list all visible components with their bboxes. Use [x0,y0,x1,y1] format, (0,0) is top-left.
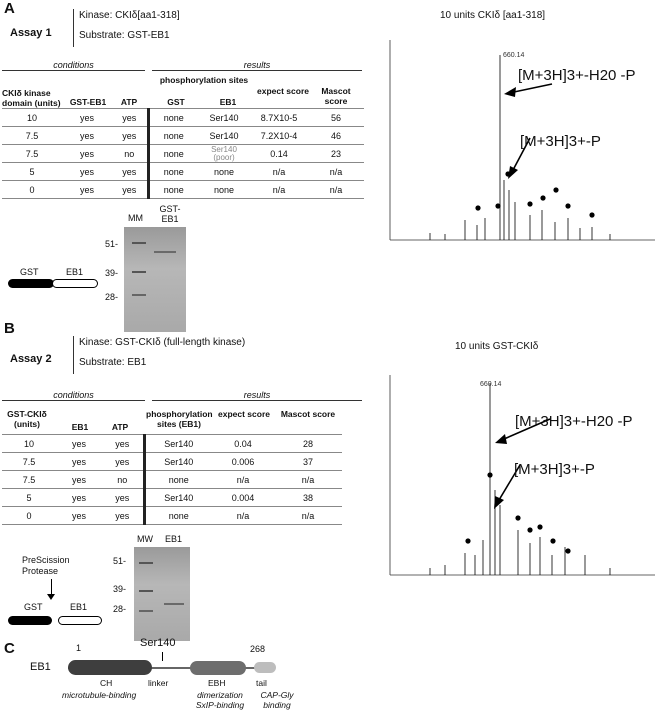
table-row: 10 yes yes Ser140 0.04 28 [2,434,342,453]
gel-a-image [124,227,186,332]
spectrum-a-peak-label: 660.14 [503,52,525,59]
panel-c-linker-label: linker [148,678,169,688]
table-row: 0 yes yes none n/a n/a [2,506,342,525]
spectrum-b-plot [389,375,655,576]
table-a-gsteb1-header: GST-EB1 [69,97,107,107]
gel-b-marker-39: 39- [113,584,127,594]
panel-c-tail-domain [254,662,276,673]
panel-c-end: 268 [250,644,266,654]
construct-b-gst-bar [8,616,52,625]
table-a-atp-header: ATP [120,97,138,107]
table-row: 7.5 yes no none n/a n/a [2,470,342,489]
table-row: 5 yes yes none none n/a n/a [2,162,364,181]
panel-c-protein-label: EB1 [30,661,51,673]
gel-a-lane-label: GST-EB1 [159,204,181,224]
table-row: 7.5 yes no none Ser140 (poor) 0.14 23 [2,144,364,163]
spectrum-a-title: 10 units CKIδ [aa1-318] [440,10,546,21]
assay2-substrate: Substrate: EB1 [79,357,147,368]
construct-b-eb1-label: EB1 [70,602,88,612]
table-a-mascot-header: Mascot score [321,86,351,106]
construct-b-arrow-head [47,594,55,600]
panel-a-letter: A [4,0,15,17]
table-a-gst-header: GST [167,97,185,107]
construct-b-protease-label: PreScission Protease [22,555,70,576]
table-b-atp-header: ATP [111,422,129,432]
table-row: 0 yes yes none none n/a n/a [2,180,364,199]
construct-b-eb1-bar [58,616,102,625]
assay1-label: Assay 1 [10,27,52,39]
gel-b-mw-label: MW [137,534,153,544]
table-a-kinase-header: CKIδ kinase domain (units) [2,88,61,108]
spectrum-b-annotation-2: [M+3H]3+-P [514,461,595,478]
assay2-kinase: Kinase: GST-CKIδ (full-length kinase) [79,337,246,348]
assay2-label: Assay 2 [10,353,52,365]
gel-b-marker-28: 28- [113,604,127,614]
table-row: 7.5 yes yes none Ser140 7.2X10-4 46 [2,126,364,145]
panel-c-ch-domain [68,660,152,675]
table-b-kinase-header: GST-CKIδ (units) [7,409,47,429]
panel-c-tail-label: tail [256,678,267,688]
spectrum-b-peak-label: 660.14 [480,381,502,388]
panel-b-letter: B [4,320,15,337]
construct-b-arrow-line [51,579,52,596]
table-b-phospho-header: phosphorylation sites (EB1) [146,409,213,429]
construct-a-gst-label: GST [20,267,39,277]
assay1-substrate: Substrate: GST-EB1 [79,30,170,41]
panel-c-site: Ser140 [140,637,176,649]
table-a-expect-header: expect score [257,86,309,96]
assay2-bracket [73,336,74,374]
gel-a-mm-label: MM [128,213,143,223]
table-row: 7.5 yes yes Ser140 0.006 37 [2,452,342,471]
table-b: 10 yes yes Ser140 0.04 28 7.5 yes yes Ser140 0.… [2,434,342,525]
gel-a-marker-39: 39- [105,268,119,278]
gel-b-image [134,547,190,641]
spectrum-a-plot [389,40,655,241]
panel-c-site-tick [162,652,163,661]
construct-b-gst-label: GST [24,602,43,612]
construct-a-gst-bar [8,279,54,288]
construct-a-eb1-label: EB1 [66,267,84,277]
gel-b-lane-label: EB1 [165,534,183,544]
panel-c-ch-label: CH [100,678,113,688]
table-b-conditions-header: conditions [2,390,145,401]
table-b-eb1-header: EB1 [71,422,89,432]
spectrum-b-annotation-1: [M+3H]3+-H20 -P [515,413,633,430]
table-row: 5 yes yes Ser140 0.004 38 [2,488,342,507]
panel-c-start: 1 [76,643,82,653]
gel-b-marker-51: 51- [113,556,127,566]
table-a-phospho-header: phosphorylation sites [159,75,249,85]
spectrum-a-annotation-1: [M+3H]3+-H20 -P [518,67,636,84]
spectrum-b-title: 10 units GST-CKIδ [455,341,539,352]
table-b-results-header: results [152,390,362,401]
table-b-expect-header: expect score [218,409,270,419]
construct-a-eb1-bar [52,279,98,288]
table-b-mascot-header: Mascot score [280,409,336,419]
table-a-conditions-header: conditions [2,60,145,71]
assay1-kinase: Kinase: CKIδ[aa1-318] [79,10,180,21]
table-row: 10 yes yes none Ser140 8.7X10-5 56 [2,108,364,127]
panel-c-tail-note: CAP-Gly binding [260,690,294,710]
panel-c-backbone [68,667,274,669]
panel-c-ebh-label: EBH [208,678,226,688]
panel-c-ch-note: microtubule-binding [62,690,137,700]
assay1-bracket [73,9,74,47]
panel-c-ebh-note: dimerization SxIP-binding [195,690,245,710]
table-a-eb1-header: EB1 [219,97,237,107]
table-a: 10 yes yes none Ser140 8.7X10-5 56 7.5 yes yes … [2,108,364,199]
panel-c-letter: C [4,640,15,657]
panel-c-ebh-domain [190,661,246,675]
table-a-results-header: results [152,60,362,71]
gel-a-marker-51: 51- [105,239,119,249]
spectrum-a-annotation-2: [M+3H]3+-P [520,133,601,150]
gel-a-marker-28: 28- [105,292,119,302]
